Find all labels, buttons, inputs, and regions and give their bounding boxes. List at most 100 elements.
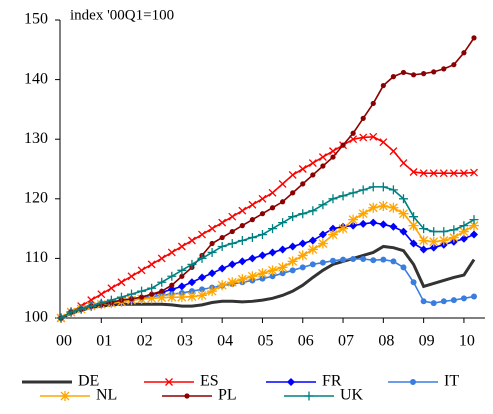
marker — [248, 200, 257, 209]
marker — [398, 208, 409, 219]
marker — [448, 232, 459, 243]
x-tick-label: 07 — [338, 333, 354, 350]
marker — [297, 250, 308, 261]
marker — [328, 224, 337, 233]
marker — [300, 181, 306, 187]
y-tick-label: 120 — [24, 189, 48, 206]
marker — [177, 282, 186, 291]
marker — [340, 142, 346, 148]
marker — [208, 224, 217, 233]
marker — [149, 291, 155, 297]
marker — [429, 243, 438, 252]
marker — [408, 220, 419, 231]
marker — [350, 130, 356, 136]
marker — [247, 271, 258, 282]
marker — [348, 188, 358, 198]
marker — [287, 378, 295, 386]
marker — [470, 230, 478, 239]
marker — [137, 266, 146, 275]
y-tick-label: 110 — [25, 249, 48, 266]
marker — [419, 169, 428, 178]
x-tick-label: 04 — [217, 333, 233, 350]
marker — [288, 171, 297, 179]
legend-label: DE — [78, 373, 99, 390]
marker — [471, 35, 477, 41]
marker — [398, 194, 408, 204]
marker — [441, 66, 447, 72]
marker — [127, 289, 137, 299]
marker — [350, 255, 357, 262]
marker — [165, 378, 173, 386]
marker — [159, 288, 165, 294]
marker — [259, 275, 266, 282]
series — [60, 244, 476, 320]
marker — [409, 239, 418, 248]
marker — [460, 295, 467, 302]
marker — [60, 391, 70, 401]
marker — [327, 229, 338, 240]
marker — [238, 257, 247, 266]
marker — [187, 278, 196, 287]
marker — [176, 292, 187, 303]
marker — [217, 241, 227, 251]
marker — [156, 292, 167, 303]
marker — [459, 221, 469, 231]
x-tick-label: 00 — [56, 333, 72, 350]
marker — [228, 260, 237, 269]
marker — [409, 212, 419, 222]
marker — [389, 147, 398, 156]
marker — [349, 221, 358, 230]
marker — [289, 267, 296, 274]
marker — [389, 222, 398, 231]
marker — [268, 188, 277, 197]
marker — [288, 242, 297, 251]
legend-label: UK — [340, 387, 364, 404]
marker — [388, 185, 398, 195]
marker — [410, 72, 417, 78]
marker — [390, 258, 397, 265]
marker — [359, 219, 368, 228]
legend-item: NL — [40, 387, 117, 404]
marker — [320, 163, 326, 169]
legend-label: IT — [444, 373, 459, 390]
marker — [218, 218, 227, 227]
marker — [299, 264, 306, 271]
marker — [66, 307, 76, 317]
marker — [440, 298, 447, 305]
x-tick-label: 05 — [257, 333, 273, 350]
marker — [308, 236, 317, 245]
marker — [197, 253, 207, 263]
line — [60, 244, 476, 320]
marker — [379, 138, 388, 147]
marker — [249, 217, 255, 223]
marker — [268, 224, 278, 234]
marker — [209, 240, 215, 247]
marker — [287, 256, 298, 267]
marker — [184, 393, 190, 399]
marker — [458, 226, 469, 237]
marker — [358, 185, 368, 195]
marker — [280, 199, 286, 205]
marker — [107, 284, 116, 293]
marker — [278, 245, 287, 254]
marker — [388, 202, 399, 213]
marker — [197, 290, 208, 301]
marker — [410, 279, 417, 286]
marker — [167, 271, 177, 281]
x-tick-label: 10 — [459, 333, 475, 350]
marker — [298, 165, 307, 173]
series — [56, 182, 479, 323]
marker — [470, 168, 478, 177]
marker — [128, 296, 135, 302]
marker — [318, 230, 327, 239]
legend-item: UK — [284, 387, 364, 404]
marker — [258, 251, 267, 260]
x-tick-label: 09 — [419, 333, 435, 350]
annotation: index '00Q1=100 — [70, 7, 174, 23]
x-tick-label: 02 — [137, 333, 153, 350]
marker — [308, 206, 318, 216]
marker — [268, 248, 277, 257]
marker — [318, 153, 327, 162]
marker — [439, 169, 448, 178]
marker — [329, 257, 336, 264]
